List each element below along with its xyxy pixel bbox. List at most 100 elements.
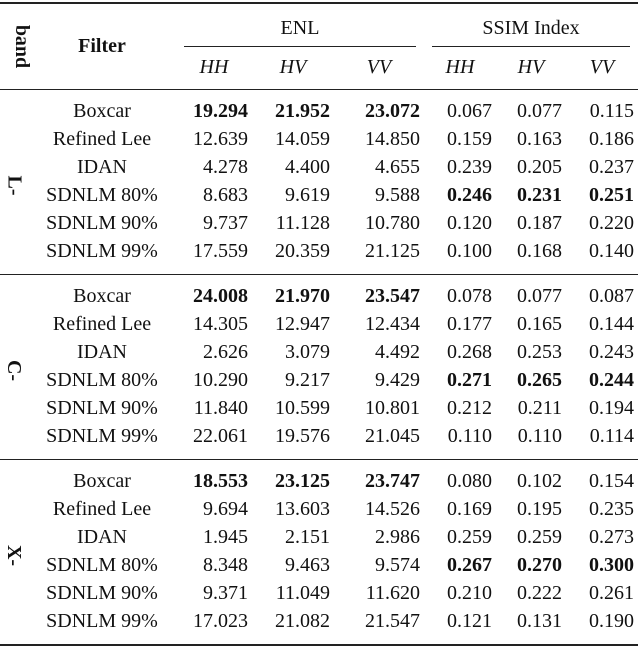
column-header: HH — [176, 47, 252, 90]
data-row: Refined Lee 12.639 14.059 14.850 0.159 0.163 0… — [0, 126, 638, 154]
group-header: ENL — [184, 17, 416, 47]
value-cell: 0.168 — [496, 237, 566, 275]
value-cell: 21.125 — [334, 237, 424, 275]
data-row: C- Boxcar 24.008 21.970 23.547 0.078 0.077 0.08… — [0, 274, 638, 460]
value-cell: 12.639 — [193, 128, 248, 150]
filter-name: SDNLM 80% — [46, 369, 158, 391]
value-cell: 0.140 — [566, 237, 639, 275]
value-cell: 10.780 — [365, 212, 420, 234]
value-cell: 0.212 — [447, 397, 492, 419]
value-cell: 0.268 — [447, 341, 492, 363]
value-cell: 0.120 — [447, 212, 492, 234]
value-cell: 9.463 — [285, 554, 330, 576]
value-cell: 23.547 — [365, 285, 420, 307]
value-cell: 23.747 — [365, 470, 420, 492]
value-cell: 0.144 — [589, 313, 635, 335]
value-cell: 1.945 — [203, 526, 248, 548]
value-cell: 0.077 — [517, 100, 562, 122]
value-cell: 3.079 — [285, 341, 330, 363]
band-cell: X- — [0, 459, 28, 646]
filter-name: Refined Lee — [52, 313, 152, 335]
data-row: SDNLM 90% 11.840 10.599 10.801 0.212 0.211 0.1… — [0, 395, 638, 423]
value-cell: 0.159 — [447, 128, 492, 150]
filter-name: Refined Lee — [52, 128, 152, 150]
value-cell: 0.177 — [447, 313, 492, 335]
data-row: Refined Lee 14.305 12.947 12.434 0.177 0.165 0… — [0, 311, 638, 339]
value-cell: 10.599 — [275, 397, 330, 419]
data-row: X- Boxcar 18.553 23.125 23.747 0.080 0.102 0.15… — [0, 459, 638, 646]
value-cell: 0.102 — [517, 470, 562, 492]
value-cell: 11.128 — [275, 212, 330, 234]
value-cell: 10.290 — [193, 369, 248, 391]
value-cell: 0.211 — [517, 397, 562, 419]
value-cell: 20.359 — [252, 237, 334, 275]
band-header-cell: band — [0, 2, 33, 90]
value-cell: 0.267 — [447, 554, 492, 576]
filter-name: Boxcar — [73, 470, 131, 492]
value-cell: 11.840 — [193, 397, 248, 419]
value-cell: 0.187 — [517, 212, 562, 234]
band-cell: C- — [0, 274, 28, 460]
value-cell: 0.194 — [589, 397, 635, 419]
value-cell: 24.008 — [193, 285, 248, 307]
value-cell: 9.619 — [285, 184, 330, 206]
value-cell: 0.220 — [589, 212, 635, 234]
value-cell: 14.526 — [365, 498, 420, 520]
value-cell: 2.626 — [203, 341, 248, 363]
column-header: HV — [252, 47, 334, 90]
value-cell: 9.574 — [375, 554, 420, 576]
value-cell: 17.023 — [176, 607, 252, 646]
filter-name: SDNLM 90% — [46, 212, 158, 234]
value-cell: 17.559 — [176, 237, 252, 275]
group-header: SSIM Index — [432, 17, 631, 47]
value-cell: 19.294 — [193, 100, 248, 122]
value-cell: 0.131 — [496, 607, 566, 646]
value-cell: 9.694 — [203, 498, 248, 520]
filter-name: SDNLM 99% — [28, 237, 176, 275]
value-cell: 9.588 — [375, 184, 420, 206]
band-label: C- — [3, 359, 26, 382]
value-cell: 8.683 — [203, 184, 248, 206]
data-row: IDAN 4.278 4.400 4.655 0.239 0.205 0.237 — [0, 154, 638, 182]
value-cell: 23.072 — [365, 100, 420, 122]
value-cell: 0.210 — [447, 582, 492, 604]
value-cell: 0.169 — [447, 498, 492, 520]
value-cell: 0.251 — [589, 184, 635, 206]
value-cell: 10.801 — [365, 397, 420, 419]
value-cell: 0.271 — [447, 369, 492, 391]
value-cell: 0.067 — [447, 100, 492, 122]
value-cell: 4.492 — [375, 341, 420, 363]
value-cell: 0.114 — [566, 422, 639, 460]
value-cell: 0.270 — [517, 554, 562, 576]
data-row: SDNLM 80% 10.290 9.217 9.429 0.271 0.265 0.244 — [0, 367, 638, 395]
value-cell: 11.049 — [275, 582, 330, 604]
value-cell: 12.947 — [275, 313, 330, 335]
data-row: L- Boxcar 19.294 21.952 23.072 0.067 0.077 0.11… — [0, 89, 638, 275]
data-row: IDAN 2.626 3.079 4.492 0.268 0.253 0.243 — [0, 339, 638, 367]
filter-name: Boxcar — [73, 100, 131, 122]
data-row: IDAN 1.945 2.151 2.986 0.259 0.259 0.273 — [0, 524, 638, 552]
band-label: X- — [3, 544, 26, 567]
value-cell: 18.553 — [193, 470, 248, 492]
value-cell: 0.165 — [517, 313, 562, 335]
value-cell: 0.077 — [517, 285, 562, 307]
value-cell: 0.246 — [447, 184, 492, 206]
filter-header: Filter — [28, 2, 176, 90]
value-cell: 0.235 — [589, 498, 635, 520]
filter-name: SDNLM 80% — [46, 554, 158, 576]
value-cell: 22.061 — [176, 422, 252, 460]
value-cell: 4.400 — [285, 156, 330, 178]
value-cell: 19.576 — [252, 422, 334, 460]
value-cell: 0.110 — [496, 422, 566, 460]
value-cell: 9.429 — [375, 369, 420, 391]
data-row: SDNLM 99% 17.023 21.082 21.547 0.121 0.131 0.1… — [0, 607, 639, 646]
group-header-cell: ENL — [176, 2, 424, 47]
filter-name: SDNLM 90% — [46, 582, 158, 604]
header-row: band Filter ENL SSIM Index — [0, 2, 639, 90]
filter-name: IDAN — [77, 156, 127, 178]
value-cell: 13.603 — [275, 498, 330, 520]
value-cell: 14.305 — [193, 313, 248, 335]
